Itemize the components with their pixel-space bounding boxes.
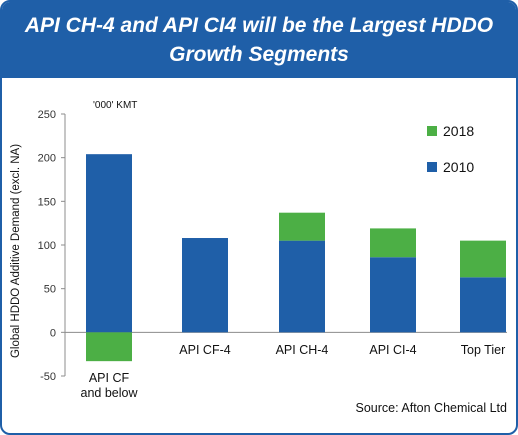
x-tick-label: API CF and below <box>81 371 139 400</box>
y-tick-label: 200 <box>38 153 56 165</box>
y-unit-label: '000' KMT <box>93 100 137 111</box>
bar-2010 <box>86 154 132 333</box>
legend-label-2010: 2010 <box>443 159 474 175</box>
chart-title-bar: API CH-4 and API CI4 will be the Largest… <box>2 2 516 78</box>
y-tick-label: 0 <box>50 327 56 339</box>
bar-2010 <box>370 257 416 333</box>
x-tick-label: Top Tier <box>461 343 505 357</box>
legend-label-2018: 2018 <box>443 123 474 139</box>
y-tick-label: -50 <box>40 371 56 383</box>
bar-2018 <box>279 212 325 241</box>
bar-2018 <box>370 228 416 258</box>
bar-2018 <box>86 332 132 362</box>
legend-swatch-2018 <box>427 126 437 136</box>
source-note: Source: Afton Chemical Ltd <box>356 401 508 415</box>
bar-2010 <box>182 238 228 333</box>
bar-2018 <box>460 240 506 278</box>
legend-swatch-2010 <box>427 162 437 172</box>
bar-2010 <box>460 277 506 333</box>
y-tick-label: 150 <box>38 196 56 208</box>
x-tick-label: API CI-4 <box>369 343 416 357</box>
y-axis-title: Global HDDO Additive Demand (excl. NA) <box>10 144 22 358</box>
y-tick-label: 50 <box>44 284 56 296</box>
chart-title: API CH-4 and API CI4 will be the Largest… <box>24 14 494 66</box>
y-tick-label: 250 <box>38 109 56 121</box>
y-tick-label: 100 <box>38 240 56 252</box>
bar-2010 <box>279 240 325 333</box>
x-tick-label: API CH-4 <box>276 343 329 357</box>
x-tick-label: API CF-4 <box>179 343 230 357</box>
